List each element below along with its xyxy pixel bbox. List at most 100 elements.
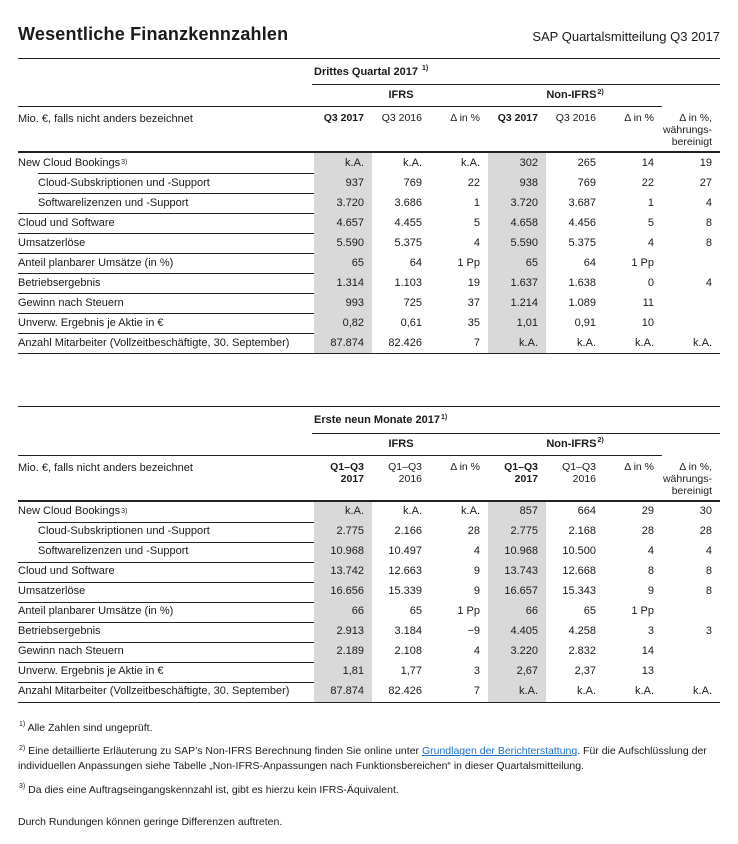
value-cell: 19: [699, 156, 712, 169]
value-cell: 3: [647, 625, 654, 638]
value-cell: k.A.: [314, 501, 372, 522]
group-row-right-spacer: [662, 438, 720, 456]
value-cell: 5: [473, 216, 480, 229]
footnote-3: 3) Da dies eine Auftragseingangskennzahl…: [18, 783, 720, 798]
value-cell: 3.184: [394, 625, 422, 638]
value-cell: 937: [314, 173, 372, 194]
value-cell: 7: [473, 336, 480, 349]
value-cell: 4: [473, 236, 480, 249]
value-cell: 11: [642, 296, 654, 309]
value-cell: 5.590: [488, 233, 546, 254]
rounding-note: Durch Rundungen können geringe Differenz…: [18, 815, 283, 828]
table-row: Umsatzerlöse 5.590 5.375 4 5.590 5.375 4 8: [18, 233, 720, 254]
value-cell: 769: [403, 176, 422, 189]
value-cell: 65: [583, 605, 596, 618]
column-header: Δ in %: [430, 461, 488, 473]
value-cell: k.A.: [693, 685, 712, 698]
period-header: Drittes Quartal 2017 1): [312, 64, 720, 86]
row-label: Gewinn nach Steuern: [18, 645, 124, 658]
value-cell: 2.108: [394, 645, 422, 658]
value-cell: 0,82: [314, 313, 372, 334]
value-cell: 1,81: [314, 661, 372, 682]
table-row: Umsatzerlöse 16.656 15.339 9 16.657 15.343 9 8: [18, 581, 720, 602]
value-cell: 65: [314, 253, 372, 274]
row-label: New Cloud Bookings 3): [18, 505, 128, 518]
table-row: Gewinn nach Steuern 993 725 37 1.214 1.089 11: [18, 293, 720, 314]
nine-months-table: Erste neun Monate 20171) IFRS Non-IFRS2) Mi…: [18, 406, 720, 703]
value-cell: 1: [473, 196, 480, 209]
non-ifrs-footnote-ref: 2): [597, 436, 604, 444]
period-header-row: Erste neun Monate 20171): [18, 407, 720, 434]
value-cell: 3: [473, 665, 480, 678]
column-header-line: Q3 2017: [323, 112, 364, 125]
value-cell: 2.168: [568, 525, 596, 538]
column-header: Δ in %: [604, 461, 662, 473]
footnote-1: 1) Alle Zahlen sind ungeprüft.: [18, 721, 720, 736]
column-header-line: Δ in %,: [679, 460, 712, 473]
row-label: Anzahl Mitarbeiter (Vollzeitbeschäftigte…: [18, 685, 290, 698]
column-header-line: Δ in %: [450, 112, 480, 125]
period-header-spacer: [18, 412, 312, 433]
value-cell: 29: [641, 505, 654, 518]
value-cell: [662, 253, 720, 273]
period-header: Erste neun Monate 20171): [312, 412, 720, 434]
value-cell: 19: [467, 276, 480, 289]
value-cell: 14: [641, 156, 654, 169]
value-cell: k.A.: [488, 333, 546, 354]
table-row: Cloud und Software 4.657 4.455 5 4.658 4.456 5…: [18, 213, 720, 234]
berichterstattung-link[interactable]: Grundlagen der Berichterstattung: [421, 745, 578, 758]
value-cell: 725: [403, 296, 422, 309]
row-label: Anteil planbarer Umsätze (in %): [18, 605, 174, 618]
value-cell: 10.500: [562, 545, 596, 558]
value-cell: 938: [488, 173, 546, 194]
column-header-line: Δ in %: [624, 112, 654, 125]
table-row: Anzahl Mitarbeiter (Vollzeitbeschäftigte…: [18, 681, 720, 702]
footnote-1-ref: 1): [19, 721, 26, 729]
value-cell: 13.742: [314, 561, 372, 582]
row-label: Gewinn nach Steuern: [18, 296, 124, 309]
column-header: Q3 2016: [372, 112, 430, 124]
footnote-2: 2) Eine detaillierte Erläuterung zu SAP’…: [18, 744, 720, 773]
value-cell: 3.686: [394, 196, 422, 209]
value-cell: 1.214: [488, 293, 546, 314]
column-header-line: Q3 2016: [381, 112, 422, 125]
value-cell: 8: [705, 585, 712, 598]
value-cell: 15.343: [562, 585, 596, 598]
value-cell: 2.913: [314, 621, 372, 642]
table-row: Betriebsergebnis 2.913 3.184 −9 4.405 4.258 3 3: [18, 621, 720, 642]
column-header: Q1–Q3 2017: [314, 461, 372, 485]
value-cell: 14: [641, 645, 654, 658]
value-cell: 4: [473, 545, 480, 558]
value-cell: k.A.: [693, 336, 712, 349]
value-cell: 5.375: [394, 236, 422, 249]
column-header-line: Δ in %: [624, 460, 654, 473]
value-cell: k.A.: [403, 156, 422, 169]
column-header: Δ in %: [604, 112, 662, 124]
table-row: Gewinn nach Steuern 2.189 2.108 4 3.220 2.832…: [18, 641, 720, 662]
value-cell: 4.657: [314, 213, 372, 234]
column-header-line: Q3 2016: [555, 112, 596, 125]
value-cell: 265: [577, 156, 596, 169]
group-header-ifrs: IFRS: [314, 89, 488, 108]
value-cell: 769: [577, 176, 596, 189]
value-cell: 3.687: [568, 196, 596, 209]
group-header-ifrs: IFRS: [314, 438, 488, 456]
value-cell: 28: [467, 525, 480, 538]
table-row: Softwarelizenzen und -Support 3.720 3.686 1…: [18, 193, 720, 214]
footnote-2-text-after: . Für die Aufschlüsslung der individuell…: [18, 745, 707, 773]
page-title: Wesentliche Finanzkennzahlen: [18, 24, 289, 44]
footnote-3-text: Da dies eine Auftragseingangskennzahl is…: [28, 783, 399, 796]
value-cell: 0: [647, 276, 654, 289]
value-cell: 3: [705, 625, 712, 638]
column-header: Δ in %: [430, 112, 488, 124]
table-row: Anteil planbarer Umsätze (in %) 66 65 1 Pp 6…: [18, 601, 720, 622]
value-cell: 4.456: [568, 216, 596, 229]
value-cell: 66: [314, 601, 372, 622]
value-cell: 10: [641, 316, 654, 329]
value-cell: 4.455: [394, 216, 422, 229]
column-header-line: Q3 2017: [497, 112, 538, 125]
value-cell: 16.657: [488, 581, 546, 602]
value-cell: 3.720: [488, 193, 546, 214]
row-label: Cloud und Software: [18, 565, 115, 578]
value-cell: 28: [641, 525, 654, 538]
